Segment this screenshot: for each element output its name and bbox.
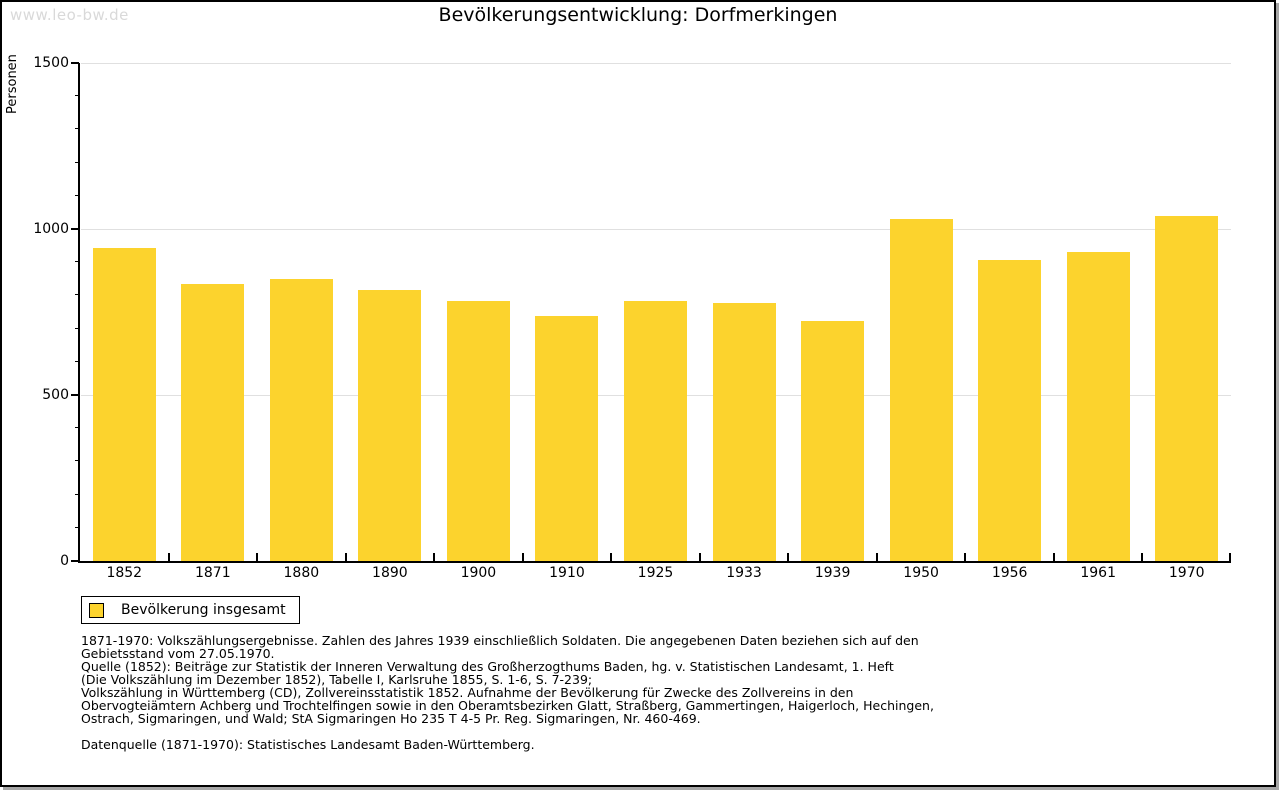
y-axis-tick-1100 [75, 194, 79, 196]
y-axis-tick-label: 0 [60, 553, 69, 569]
y-axis-tick-700 [75, 327, 79, 329]
x-axis-label: 1933 [726, 565, 762, 581]
chart-title: Bevölkerungsentwicklung: Dorfmerkingen [438, 4, 838, 26]
x-axis-label: 1890 [372, 565, 408, 581]
bar-1961 [1066, 251, 1130, 561]
bar-1900 [446, 300, 510, 561]
x-axis-label: 1925 [637, 565, 674, 581]
x-axis-tick [787, 553, 790, 561]
bar-1910 [535, 315, 599, 561]
bar-1939 [801, 321, 865, 561]
watermark: www.leo-bw.de [10, 6, 129, 24]
y-axis-tick-300 [75, 460, 79, 462]
x-axis-line [78, 561, 1231, 563]
x-axis-tick [964, 553, 967, 561]
bar-1880 [269, 279, 333, 561]
footnote-line: Ostrach, Sigmaringen, und Wald; StA Sigm… [81, 711, 701, 726]
bar-1950 [889, 219, 953, 561]
footnote-line: Gebietsstand vom 27.05.1970. [81, 646, 275, 661]
bar-1852 [92, 248, 156, 561]
footnote-line: Volkszählung in Württemberg (CD), Zollve… [81, 685, 854, 700]
x-axis-tick [610, 553, 613, 561]
bar-1871 [181, 284, 245, 561]
x-axis-labels: 1852 1871 1880 1890 1900 1910 1925 1933 1939 1950… [80, 565, 1231, 583]
bar-1890 [358, 289, 422, 561]
y-axis-tick-600 [75, 360, 79, 362]
x-axis-label: 1956 [991, 565, 1028, 581]
bar-1933 [712, 303, 776, 561]
x-axis-label: 1852 [106, 565, 143, 581]
x-axis-tick [1052, 553, 1055, 561]
bar-1925 [624, 301, 687, 561]
plot-area [80, 63, 1231, 561]
y-axis-tick-label: 500 [42, 387, 69, 403]
x-axis-label: 1970 [1168, 565, 1205, 581]
footnote-line: (Die Volkszählung im Dezember 1852), Tab… [81, 672, 593, 687]
x-axis-tick [256, 553, 259, 561]
x-axis-label: 1950 [903, 565, 939, 581]
gridline-1500 [81, 63, 1231, 64]
x-axis-tick [521, 553, 524, 561]
y-axis-tick-label: 1000 [33, 221, 69, 237]
x-axis-tick [344, 553, 347, 561]
legend: Bevölkerung insgesamt [81, 596, 300, 624]
y-axis-tick-900 [75, 261, 79, 263]
footnotes: 1871-1970: Volkszählungsergebnisse. Zahl… [81, 634, 1231, 751]
footnote-line: Quelle (1852): Beiträge zur Statistik de… [81, 659, 894, 674]
x-axis-label: 1939 [814, 565, 851, 581]
y-axis-tick-1300 [75, 128, 79, 130]
y-axis-tick-0 [71, 560, 79, 562]
y-axis-tick-200 [75, 493, 79, 495]
y-axis-tick-1200 [75, 161, 79, 163]
y-axis-tick-1400 [75, 95, 79, 97]
y-axis-tick-800 [75, 294, 79, 296]
legend-label: Bevölkerung insgesamt [121, 602, 286, 618]
y-axis-tick-1500 [71, 62, 79, 64]
y-axis-tick-500 [71, 394, 79, 396]
footnote-line: Obervogteiämtern Achberg und Trochtelfin… [81, 698, 934, 713]
footnote-line: 1871-1970: Volkszählungsergebnisse. Zahl… [81, 633, 919, 648]
x-axis-label: 1871 [194, 565, 231, 581]
x-axis-tick [167, 553, 170, 561]
x-axis-tick [698, 553, 701, 561]
bar-1970 [1155, 215, 1219, 561]
gridline-1000 [81, 229, 1231, 230]
x-axis-tick [433, 553, 436, 561]
x-axis-tick [1141, 553, 1144, 561]
x-axis-label: 1910 [549, 565, 585, 581]
bar-1956 [978, 259, 1042, 561]
x-axis-label: 1900 [460, 565, 497, 581]
x-axis-label: 1961 [1080, 565, 1116, 581]
y-axis-tick-100 [75, 526, 79, 528]
legend-swatch [89, 602, 104, 618]
y-axis-tick-400 [75, 427, 79, 429]
y-axis-tick-label: 1500 [33, 55, 69, 71]
x-axis-tick [1229, 553, 1231, 561]
x-axis-label: 1880 [283, 565, 320, 581]
y-axis-line [78, 63, 80, 563]
footnote-datasource: Datenquelle (1871-1970): Statistisches L… [81, 737, 535, 752]
y-axis-tick-1000 [71, 228, 79, 230]
x-axis-tick [875, 553, 878, 561]
